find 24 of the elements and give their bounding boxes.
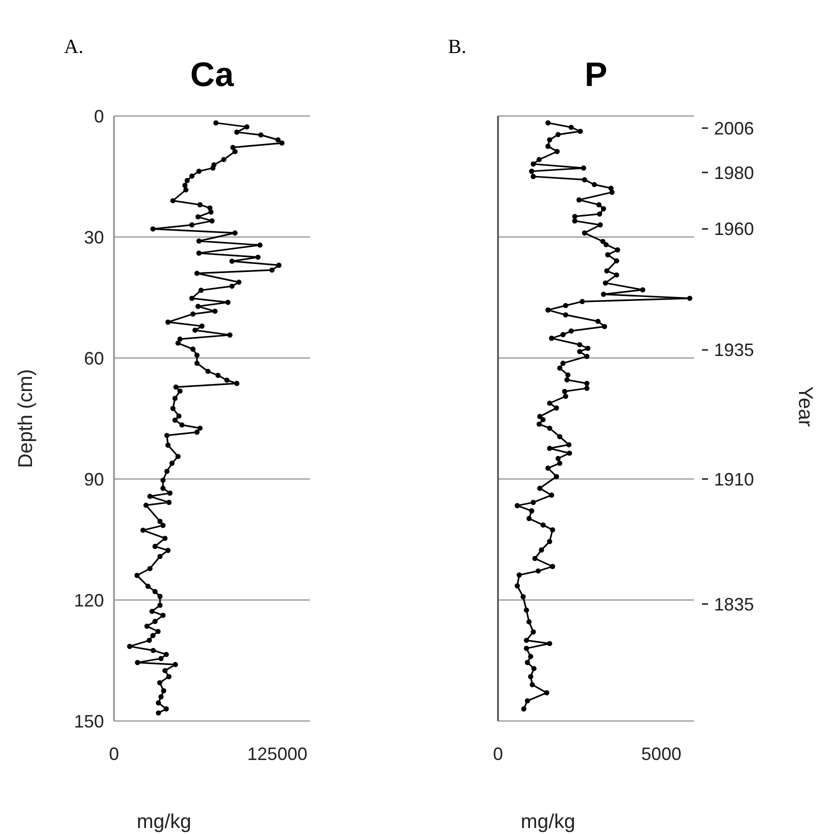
y-axis-title: Depth (cm) [15, 369, 37, 468]
y-tick-label: 150 [74, 711, 104, 732]
category-label: 2006 [714, 118, 754, 138]
chart-title: Ca [190, 56, 235, 94]
category-label: 1910 [714, 469, 754, 490]
y-tick-label: 90 [84, 469, 104, 490]
x-tick-label: 0 [492, 744, 504, 764]
y2-axis-title: Year [794, 386, 816, 428]
y-tick-label: 30 [84, 227, 104, 248]
category-label: 1960 [714, 219, 754, 240]
x-axis-title: mg/kg [520, 811, 576, 833]
x-tick-label: 0 [108, 744, 120, 764]
x-tick-label: 125000 [247, 744, 308, 764]
text: A. [64, 36, 84, 58]
x-tick-label: 5000 [641, 744, 682, 764]
y-tick-label: 120 [74, 590, 104, 610]
category-label: 1980 [714, 162, 754, 183]
category-label: 1835 [714, 594, 754, 614]
text: B. [448, 36, 466, 58]
y-tick-label: 0 [94, 106, 104, 126]
y-tick-label: 60 [84, 348, 104, 368]
x-axis-title: mg/kg [136, 811, 192, 833]
category-label: 1935 [714, 340, 754, 360]
chart-title: P [584, 56, 608, 94]
